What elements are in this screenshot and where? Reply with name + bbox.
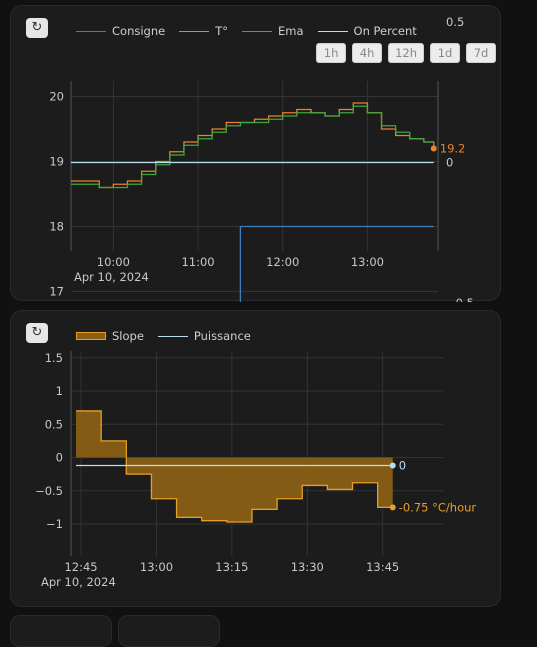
- legend-item-on-percent[interactable]: On Percent: [317, 24, 417, 38]
- y-tick-label: 18: [49, 220, 64, 234]
- legend-swatch: [76, 332, 106, 340]
- y-tick-label: −0.5: [35, 484, 63, 498]
- legend-item-slope[interactable]: Slope: [76, 329, 144, 343]
- range-button-1h[interactable]: 1h: [316, 43, 347, 63]
- x-date-label: Apr 10, 2024: [74, 270, 149, 284]
- temperature-chart-card: ↻ Consigne T° Ema On Percent 1h 4h 12h 1…: [10, 5, 502, 302]
- y-tick-label: −1: [46, 517, 63, 531]
- reset-zoom-button[interactable]: ↻: [26, 18, 48, 38]
- temperature-chart[interactable]: 20191817160.50−0.510:0011:0012:0013:00Ap…: [11, 6, 502, 302]
- legend-swatch: [179, 30, 210, 32]
- y2-tick-label: 0: [446, 156, 453, 170]
- legend-item-temperature[interactable]: T°: [179, 24, 228, 38]
- chart1-legend: Consigne T° Ema On Percent: [76, 24, 431, 38]
- y-tick-label: 17: [49, 285, 64, 299]
- x-tick-label: 11:00: [181, 255, 214, 269]
- legend-swatch: [317, 30, 348, 32]
- range-button-12h[interactable]: 12h: [388, 43, 424, 63]
- legend-swatch: [76, 30, 106, 32]
- x-tick-label: 12:45: [64, 560, 97, 574]
- x-tick-label: 13:00: [140, 560, 173, 574]
- legend-label: Puissance: [193, 329, 251, 343]
- legend-label: T°: [215, 24, 228, 38]
- y-tick-label: 1.5: [45, 351, 63, 365]
- y-tick-label: 0: [56, 451, 63, 465]
- next-card-stub: [118, 615, 220, 647]
- legend-swatch: [242, 30, 272, 32]
- x-tick-label: 13:30: [291, 560, 324, 574]
- series-line-ema: [71, 105, 435, 189]
- x-tick-label: 13:00: [351, 255, 384, 269]
- x-tick-label: 12:00: [266, 255, 299, 269]
- next-card-stub: [10, 615, 112, 647]
- slope-chart[interactable]: 1.5 1 0.5 0 −0.5 −1 12:45 13:00 13:15 13:30 13:45 A…: [11, 311, 502, 608]
- x-date-label: Apr 10, 2024: [41, 575, 116, 589]
- x-tick-label: 13:45: [366, 560, 399, 574]
- series-line-slope: [76, 410, 393, 523]
- x-tick-label: 10:00: [97, 255, 130, 269]
- reset-zoom-button[interactable]: ↻: [26, 323, 48, 343]
- legend-label: Consigne: [112, 24, 166, 38]
- range-button-1d[interactable]: 1d: [430, 43, 460, 63]
- x-tick-label: 13:15: [215, 560, 248, 574]
- time-range-selector: 1h 4h 12h 1d 7d: [310, 43, 496, 63]
- slope-chart-card: ↻ Slope Puissance 1.5 1 0.5 0 −0.5 −1 12:45 13:…: [10, 310, 501, 607]
- legend-label: On Percent: [353, 24, 417, 38]
- y-tick-label: 19: [49, 155, 64, 169]
- legend-item-consigne[interactable]: Consigne: [76, 24, 165, 38]
- chart2-legend: Slope Puissance: [76, 329, 265, 343]
- y2-tick-label: −0.5: [446, 296, 474, 302]
- end-marker-slope: [389, 504, 396, 511]
- end-marker: [430, 145, 437, 152]
- range-button-4h[interactable]: 4h: [352, 43, 383, 63]
- series-line-consigne: [239, 225, 434, 302]
- y-tick-label: 0.5: [45, 417, 63, 431]
- refresh-icon: ↻: [31, 325, 43, 340]
- end-marker-puissance: [389, 462, 396, 469]
- y2-tick-label: 0.5: [446, 15, 464, 29]
- legend-item-ema[interactable]: Ema: [242, 24, 304, 38]
- end-value-label-slope: -0.75 °C/hour: [399, 500, 477, 514]
- end-value-label: 19.2: [440, 142, 466, 156]
- legend-swatch: [157, 335, 188, 337]
- range-button-7d[interactable]: 7d: [466, 43, 496, 63]
- y-tick-label: 1: [56, 384, 63, 398]
- legend-item-puissance[interactable]: Puissance: [157, 329, 251, 343]
- legend-label: Slope: [112, 329, 144, 343]
- y-tick-label: 20: [49, 90, 64, 104]
- refresh-icon: ↻: [31, 20, 43, 35]
- end-value-label-puissance: 0: [399, 459, 406, 473]
- series-area-slope: [76, 410, 393, 523]
- series-line-t-: [71, 102, 435, 189]
- legend-label: Ema: [278, 24, 304, 38]
